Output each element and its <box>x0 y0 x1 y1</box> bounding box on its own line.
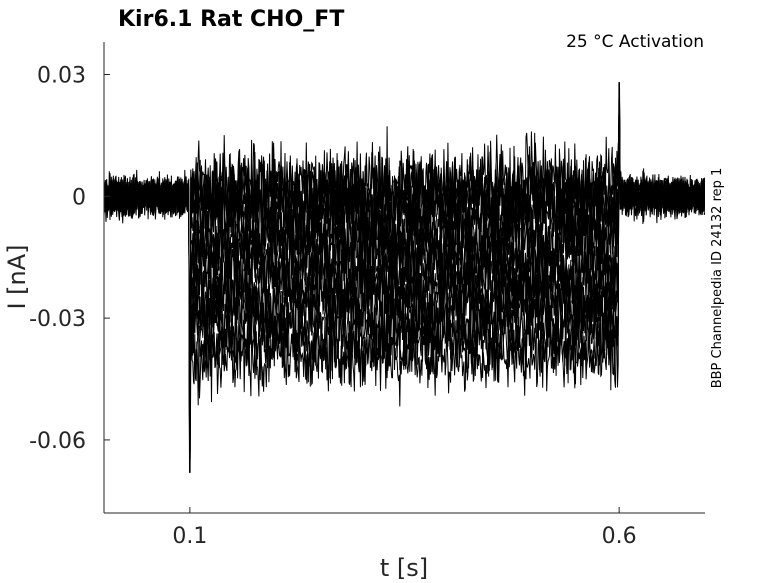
current-trace-14 <box>104 130 705 400</box>
y-tick-label: -0.06 <box>29 429 86 454</box>
chart-title: Kir6.1 Rat CHO_FT <box>118 7 344 32</box>
y-axis-label: I [nA] <box>3 244 31 309</box>
x-axis-label: t [s] <box>380 554 428 582</box>
x-tick-label: 0.1 <box>172 524 207 549</box>
y-tick-label: -0.03 <box>29 307 86 332</box>
y-tick-label: 0 <box>72 185 86 210</box>
current-trace-5 <box>104 123 705 439</box>
temperature-annotation: 25 °C Activation <box>566 32 704 52</box>
y-axis-ticks: 0.03 0 -0.03 -0.06 <box>29 63 110 454</box>
y-tick-label: 0.03 <box>37 63 86 88</box>
current-trace-15 <box>104 114 705 446</box>
x-axis-ticks: 0.1 0.6 <box>172 507 637 549</box>
current-trace-16 <box>104 82 705 473</box>
x-tick-label: 0.6 <box>602 524 637 549</box>
trace-group <box>104 82 705 473</box>
channelpedia-id-note: BBP Channelpedia ID 24132 rep 1 <box>710 168 725 389</box>
